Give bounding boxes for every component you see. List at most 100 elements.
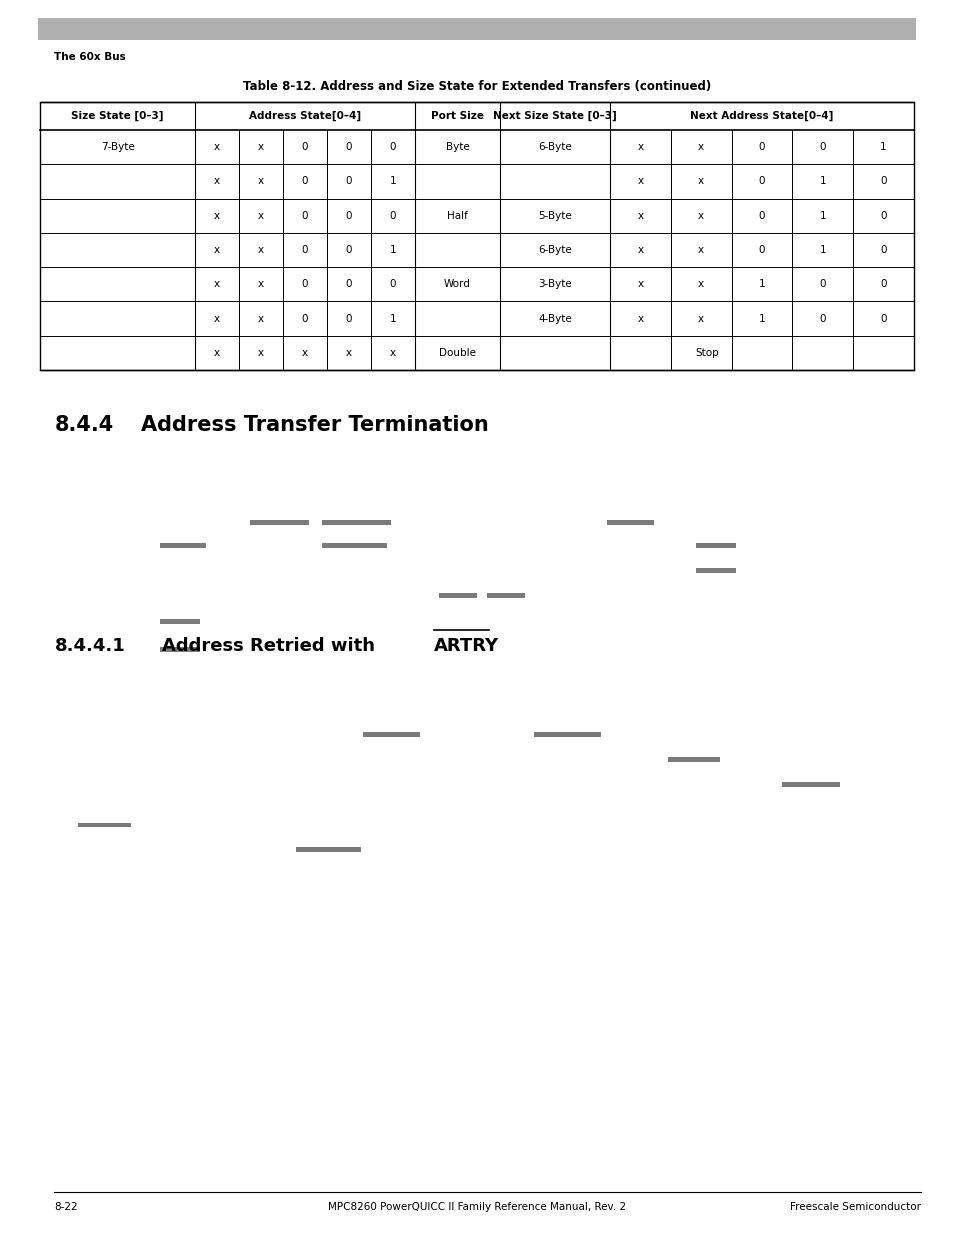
Text: x: x <box>698 177 703 186</box>
Text: Stop: Stop <box>695 348 719 358</box>
Text: x: x <box>698 211 703 221</box>
Text: Next Size State [0–3]: Next Size State [0–3] <box>493 111 617 121</box>
Text: 0: 0 <box>345 142 352 152</box>
Bar <box>40 103 913 370</box>
Text: Double: Double <box>438 348 476 358</box>
Text: 0: 0 <box>345 245 352 254</box>
Text: x: x <box>698 245 703 254</box>
Text: 1: 1 <box>819 245 825 254</box>
Text: 8.4.4: 8.4.4 <box>54 415 113 435</box>
Bar <box>160 543 206 548</box>
Bar <box>38 19 915 40</box>
Bar <box>160 619 200 624</box>
Text: x: x <box>698 314 703 324</box>
Text: 0: 0 <box>819 142 825 152</box>
Text: 0: 0 <box>758 245 764 254</box>
Bar <box>438 593 476 598</box>
Text: 0: 0 <box>301 211 308 221</box>
Text: x: x <box>637 177 642 186</box>
Text: x: x <box>637 245 642 254</box>
Text: x: x <box>698 142 703 152</box>
Text: 0: 0 <box>880 279 886 289</box>
Text: 0: 0 <box>345 177 352 186</box>
Text: 0: 0 <box>345 211 352 221</box>
Text: Freescale Semiconductor: Freescale Semiconductor <box>789 1202 920 1212</box>
Text: 0: 0 <box>819 314 825 324</box>
Bar <box>160 647 200 652</box>
Text: 0: 0 <box>880 245 886 254</box>
Text: 0: 0 <box>301 279 308 289</box>
Bar <box>696 543 736 548</box>
Text: 1: 1 <box>819 177 825 186</box>
Text: x: x <box>346 348 352 358</box>
Text: x: x <box>257 177 264 186</box>
Text: x: x <box>637 314 642 324</box>
Text: Word: Word <box>443 279 471 289</box>
Text: MPC8260 PowerQUICC II Family Reference Manual, Rev. 2: MPC8260 PowerQUICC II Family Reference M… <box>328 1202 625 1212</box>
Text: 0: 0 <box>880 177 886 186</box>
Bar <box>781 782 839 787</box>
Text: 1: 1 <box>758 279 764 289</box>
Text: x: x <box>257 279 264 289</box>
Text: Address Retried with: Address Retried with <box>162 637 381 655</box>
Bar <box>534 732 600 737</box>
Bar <box>250 520 309 525</box>
Text: Next Address State[0–4]: Next Address State[0–4] <box>690 111 833 121</box>
Bar <box>322 543 387 548</box>
Bar <box>322 520 391 525</box>
Text: 0: 0 <box>758 142 764 152</box>
Text: x: x <box>257 348 264 358</box>
Text: Address Transfer Termination: Address Transfer Termination <box>141 415 489 435</box>
Text: 7-Byte: 7-Byte <box>100 142 134 152</box>
Text: x: x <box>213 177 220 186</box>
Text: x: x <box>637 279 642 289</box>
Bar <box>362 732 419 737</box>
Text: x: x <box>257 142 264 152</box>
Text: x: x <box>213 348 220 358</box>
Text: x: x <box>213 279 220 289</box>
Text: x: x <box>213 314 220 324</box>
Text: 0: 0 <box>390 279 395 289</box>
Text: 0: 0 <box>345 279 352 289</box>
Text: 0: 0 <box>390 211 395 221</box>
Bar <box>78 823 131 827</box>
Text: 0: 0 <box>301 142 308 152</box>
Text: x: x <box>637 211 642 221</box>
Text: 1: 1 <box>819 211 825 221</box>
Text: 0: 0 <box>345 314 352 324</box>
Text: 0: 0 <box>301 177 308 186</box>
Text: 0: 0 <box>301 314 308 324</box>
Text: x: x <box>213 142 220 152</box>
Text: 0: 0 <box>880 314 886 324</box>
Text: 6-Byte: 6-Byte <box>537 245 571 254</box>
Text: x: x <box>637 142 642 152</box>
Text: x: x <box>698 279 703 289</box>
Text: Half: Half <box>447 211 468 221</box>
Bar <box>486 593 524 598</box>
Text: 1: 1 <box>758 314 764 324</box>
Text: x: x <box>390 348 395 358</box>
Text: 0: 0 <box>819 279 825 289</box>
Bar <box>295 847 360 852</box>
Text: 6-Byte: 6-Byte <box>537 142 571 152</box>
Text: 1: 1 <box>389 177 395 186</box>
Text: 4-Byte: 4-Byte <box>537 314 571 324</box>
Text: Size State [0–3]: Size State [0–3] <box>71 111 164 121</box>
Text: 0: 0 <box>301 245 308 254</box>
Text: 0: 0 <box>758 177 764 186</box>
Text: 1: 1 <box>389 245 395 254</box>
Text: Address State[0–4]: Address State[0–4] <box>249 111 360 121</box>
Bar <box>667 757 720 762</box>
Text: 1: 1 <box>880 142 886 152</box>
Text: ARTRY: ARTRY <box>434 637 498 655</box>
Text: 5-Byte: 5-Byte <box>537 211 571 221</box>
Text: The 60x Bus: The 60x Bus <box>54 52 126 62</box>
Text: x: x <box>257 211 264 221</box>
Text: 0: 0 <box>758 211 764 221</box>
Text: x: x <box>213 211 220 221</box>
Text: Byte: Byte <box>445 142 469 152</box>
Text: x: x <box>257 314 264 324</box>
Text: 0: 0 <box>390 142 395 152</box>
Text: x: x <box>257 245 264 254</box>
Bar <box>696 568 736 573</box>
